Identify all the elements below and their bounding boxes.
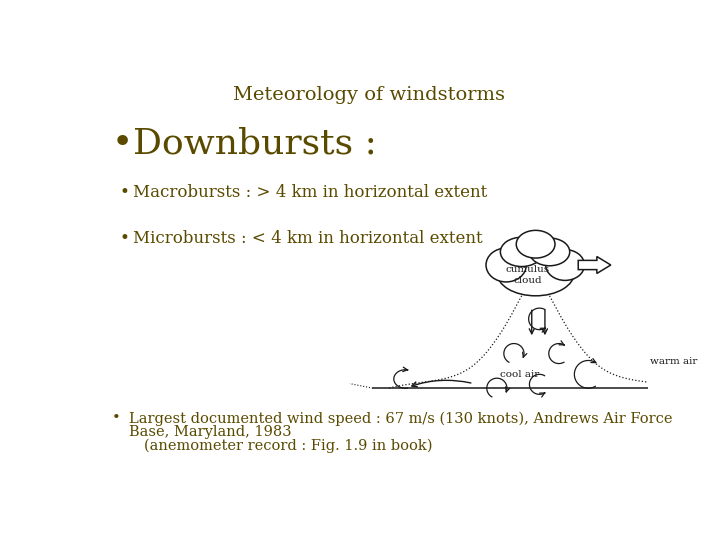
Ellipse shape bbox=[497, 249, 575, 296]
Ellipse shape bbox=[546, 249, 585, 280]
Ellipse shape bbox=[486, 248, 526, 282]
Text: cumulus
cloud: cumulus cloud bbox=[506, 265, 550, 285]
Text: •: • bbox=[120, 184, 130, 201]
Ellipse shape bbox=[500, 237, 543, 267]
Text: Base, Maryland, 1983: Base, Maryland, 1983 bbox=[129, 425, 292, 439]
Ellipse shape bbox=[529, 238, 570, 266]
Text: cool air: cool air bbox=[500, 370, 540, 379]
Text: (anemometer record : Fig. 1.9 in book): (anemometer record : Fig. 1.9 in book) bbox=[144, 439, 433, 454]
Text: Downbursts :: Downbursts : bbox=[132, 126, 377, 160]
Text: Meteorology of windstorms: Meteorology of windstorms bbox=[233, 86, 505, 104]
Text: Macrobursts : > 4 km in horizontal extent: Macrobursts : > 4 km in horizontal exten… bbox=[132, 184, 487, 201]
Ellipse shape bbox=[516, 231, 555, 258]
Text: Microbursts : < 4 km in horizontal extent: Microbursts : < 4 km in horizontal exten… bbox=[132, 231, 482, 247]
FancyArrow shape bbox=[578, 256, 611, 273]
Text: •: • bbox=[112, 126, 133, 160]
Text: •: • bbox=[112, 411, 120, 426]
Text: •: • bbox=[120, 231, 130, 247]
Text: Largest documented wind speed : 67 m/s (130 knots), Andrews Air Force: Largest documented wind speed : 67 m/s (… bbox=[129, 411, 672, 426]
Text: warm air: warm air bbox=[650, 357, 698, 366]
